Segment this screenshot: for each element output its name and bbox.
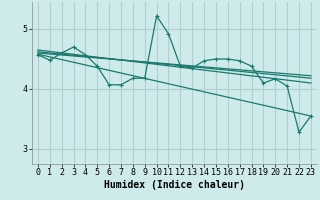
X-axis label: Humidex (Indice chaleur): Humidex (Indice chaleur): [104, 180, 245, 190]
